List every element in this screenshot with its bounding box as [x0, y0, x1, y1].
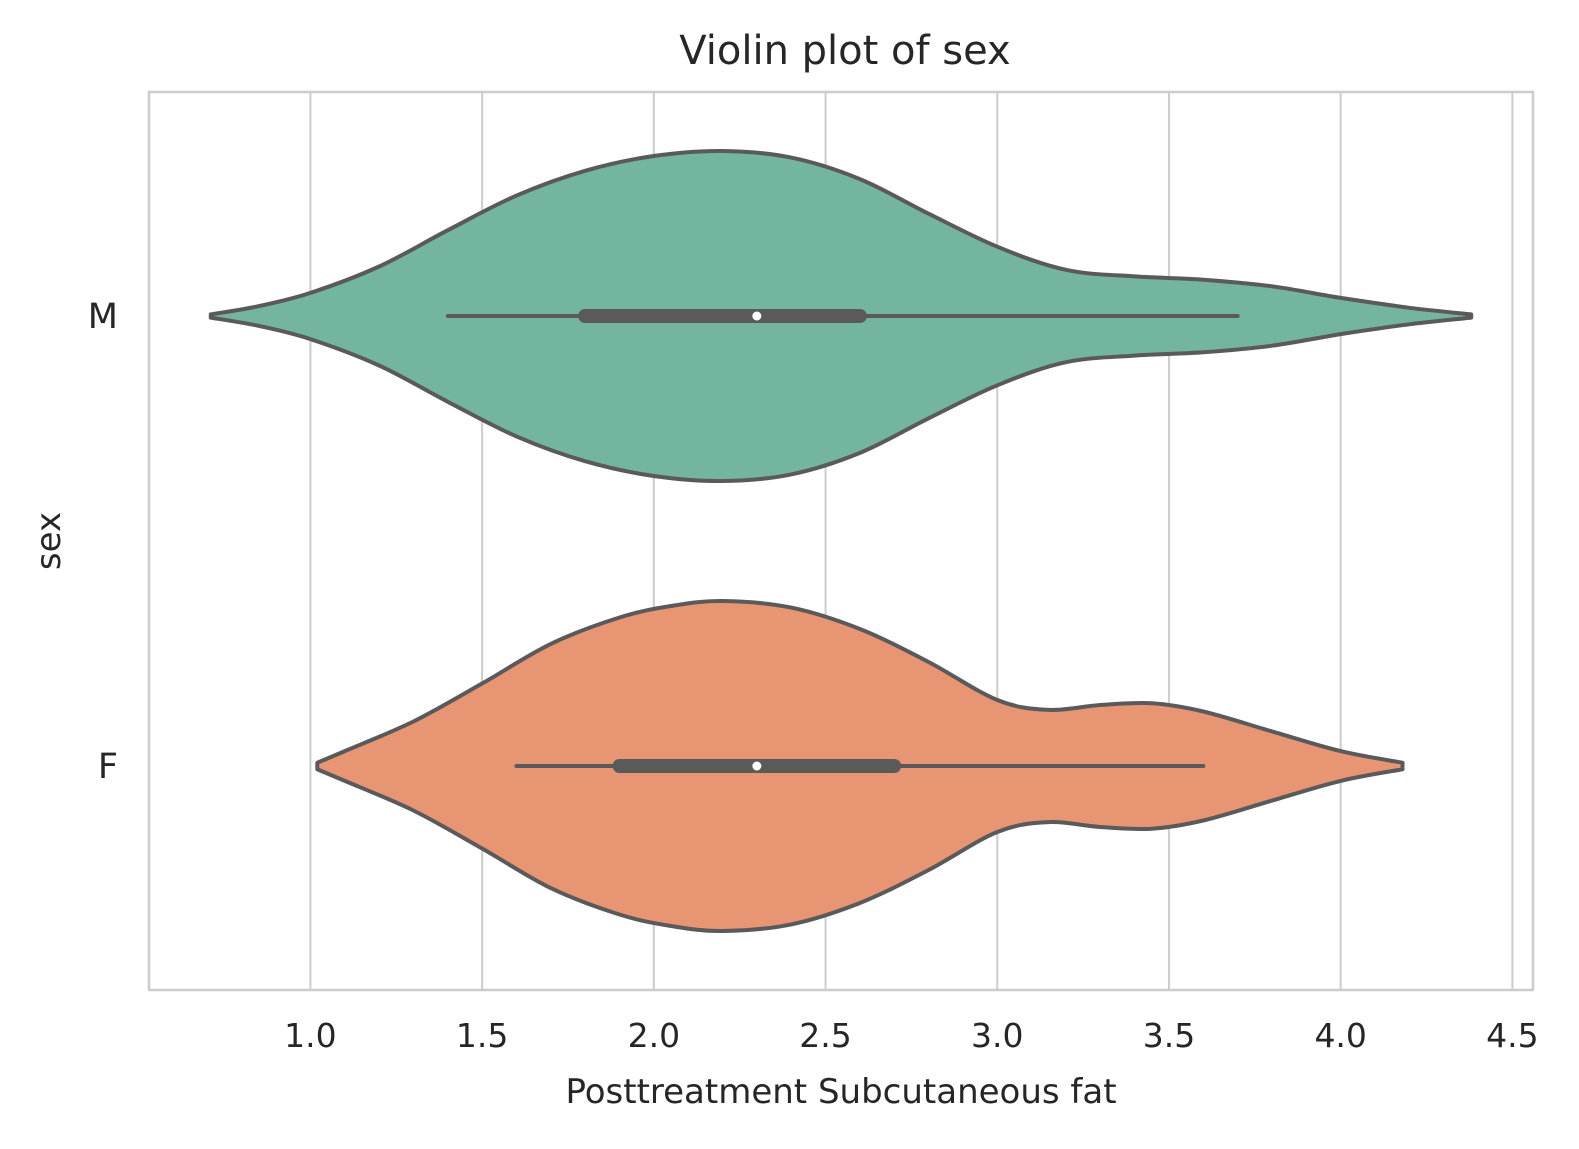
x-tick-label: 1.5 — [456, 1016, 508, 1055]
median-point — [752, 761, 762, 771]
x-tick-label: 4.5 — [1486, 1016, 1538, 1055]
x-tick-label: 4.0 — [1314, 1016, 1366, 1055]
violin-F — [315, 598, 1405, 934]
y-category-label: M — [88, 297, 118, 337]
x-tick-label: 2.0 — [628, 1016, 680, 1055]
plot-frame — [147, 90, 1535, 992]
median-point — [752, 311, 762, 321]
x-tick-label: 2.5 — [799, 1016, 851, 1055]
y-category-labels: MF — [88, 297, 118, 787]
x-tick-label: 1.0 — [284, 1016, 336, 1055]
x-axis-label: Posttreatment Subcutaneous fat — [565, 1072, 1116, 1112]
x-tick-label: 3.0 — [971, 1016, 1023, 1055]
violin-M — [208, 148, 1474, 484]
violins — [208, 148, 1474, 934]
y-axis-label: sex — [29, 512, 69, 570]
y-category-label: F — [98, 747, 118, 787]
x-tick-label: 3.5 — [1143, 1016, 1195, 1055]
chart-title: Violin plot of sex — [679, 28, 1010, 74]
x-tick-labels: 1.0 1.5 2.0 2.5 3.0 3.5 4.0 4.5 — [284, 1016, 1538, 1055]
